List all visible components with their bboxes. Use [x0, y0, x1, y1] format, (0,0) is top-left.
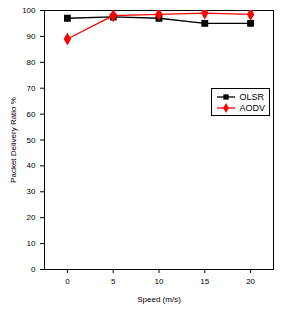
svg-text:100: 100: [22, 6, 36, 15]
svg-text:15: 15: [200, 277, 209, 286]
svg-text:50: 50: [27, 136, 36, 145]
svg-text:60: 60: [27, 110, 36, 119]
svg-text:80: 80: [27, 58, 36, 67]
svg-text:90: 90: [27, 32, 36, 41]
svg-text:70: 70: [27, 84, 36, 93]
svg-text:10: 10: [27, 239, 36, 248]
svg-text:0: 0: [31, 265, 36, 274]
svg-text:40: 40: [27, 161, 36, 170]
svg-text:10: 10: [155, 277, 164, 286]
svg-text:Packet Delivery Ratio %: Packet Delivery Ratio %: [9, 97, 18, 183]
html-text:OLSR: OLSR: [239, 91, 264, 102]
html-text:AODV: AODV: [239, 102, 265, 113]
svg-text:20: 20: [246, 277, 255, 286]
svg-text:30: 30: [27, 187, 36, 196]
svg-text:Speed (m/s): Speed (m/s): [137, 295, 181, 304]
svg-text:20: 20: [27, 213, 36, 222]
svg-text:5: 5: [111, 277, 116, 286]
svg-text:0: 0: [65, 277, 70, 286]
